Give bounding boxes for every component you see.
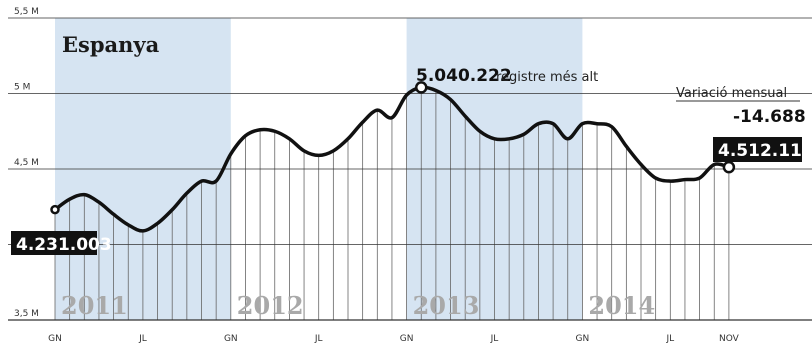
x-tick-label: JL xyxy=(490,334,499,344)
year-labels: 2011 2012 2013 2014 xyxy=(61,291,655,320)
x-tick-label: GN xyxy=(400,334,414,344)
variation-caption: Variació mensual xyxy=(676,86,787,101)
chart-title: Espanya xyxy=(62,32,160,57)
y-gridlines xyxy=(8,17,812,321)
max-caption-label: registre més alt xyxy=(496,70,598,85)
x-tick-label: GN xyxy=(576,334,590,344)
year-label: 2014 xyxy=(588,291,655,320)
x-tick-label: GN xyxy=(48,334,62,344)
last-marker xyxy=(722,160,736,174)
max-value-label: 5.040.222 xyxy=(416,66,512,86)
start-marker xyxy=(50,204,60,215)
x-tick-label: JL xyxy=(138,334,147,344)
y-tick-label: 5,5 M xyxy=(14,7,39,17)
y-tick-label: 5 M xyxy=(14,83,30,93)
year-label: 2012 xyxy=(237,291,304,320)
y-tick-label: 4,5 M xyxy=(14,158,39,168)
x-tick-labels: GN JL GN JL GN JL GN JL NOV xyxy=(48,334,740,344)
variation-value: -14.688 xyxy=(733,107,806,127)
x-tick-label: JL xyxy=(665,334,674,344)
year-label: 2013 xyxy=(413,291,480,320)
month-gridlines xyxy=(54,87,730,320)
y-tick-label: 3,5 M xyxy=(14,309,39,319)
start-value-label: 4.231.003 xyxy=(16,235,112,255)
x-tick-label: JL xyxy=(314,334,323,344)
last-value-label: 4.512.116 xyxy=(718,141,812,161)
series-line xyxy=(53,85,731,233)
year-label: 2011 xyxy=(61,291,128,320)
line-markers xyxy=(50,81,736,215)
x-tick-label: GN xyxy=(224,334,238,344)
x-tick-label: NOV xyxy=(719,334,740,344)
last-value-box xyxy=(713,137,802,162)
max-marker xyxy=(415,81,428,94)
y-tick-labels: 5,5 M 5 M 4,5 M 3,5 M xyxy=(14,7,39,319)
start-value-box xyxy=(11,231,97,255)
